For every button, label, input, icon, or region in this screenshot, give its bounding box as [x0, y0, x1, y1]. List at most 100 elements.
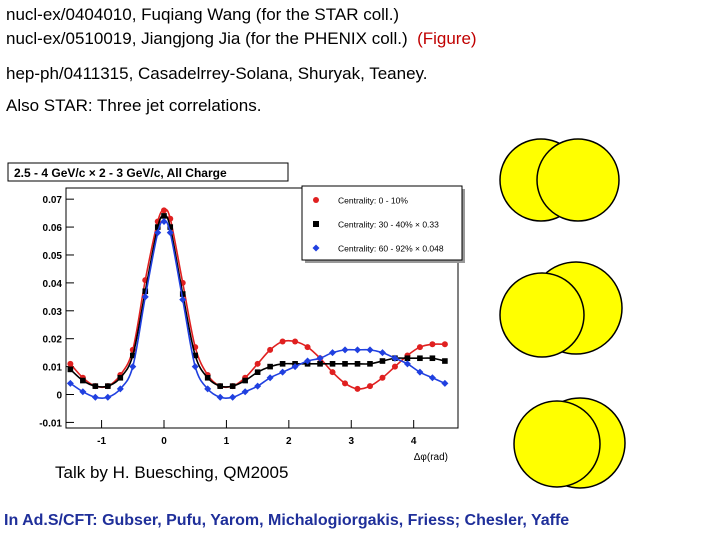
legend-label: Centrality: 30 - 40% × 0.33	[338, 220, 439, 230]
overlap-circle-central-right	[536, 138, 620, 222]
data-point	[204, 385, 212, 393]
data-point	[279, 338, 286, 345]
data-point	[116, 385, 124, 393]
data-point	[391, 354, 399, 362]
x-tick-label: 0	[161, 436, 167, 447]
figure-link[interactable]: (Figure)	[417, 29, 477, 48]
data-point	[428, 374, 436, 382]
data-point	[216, 393, 224, 401]
data-point	[167, 224, 174, 230]
data-point	[342, 361, 348, 367]
y-tick-label: 0.03	[43, 307, 63, 318]
data-point	[129, 363, 137, 371]
data-point	[417, 355, 423, 362]
legend-marker	[313, 197, 319, 203]
data-point	[241, 388, 249, 396]
footer-references: In Ad.S/CFT: Gubser, Pufu, Yarom, Michal…	[4, 512, 570, 529]
legend-box	[301, 185, 463, 261]
x-tick-label: 3	[348, 436, 354, 447]
data-point	[416, 344, 423, 351]
data-point	[254, 360, 261, 367]
reference-line-1: nucl-ex/0404010, Fuqiang Wang (for the S…	[6, 5, 400, 24]
data-point	[329, 369, 336, 376]
reference-line-2-text: nucl-ex/0510019, Jiangjong Jia (for the …	[6, 29, 408, 48]
data-point	[104, 393, 112, 401]
data-point	[442, 358, 448, 364]
data-point	[267, 363, 273, 370]
data-point	[191, 363, 199, 371]
data-point	[229, 383, 236, 389]
data-point	[154, 229, 162, 237]
chart-svg: 2.5 - 4 GeV/c × 2 - 3 GeV/c, All Charge -…	[7, 162, 465, 463]
data-point	[192, 352, 199, 359]
y-tick-label: -0.01	[39, 418, 62, 429]
data-point	[378, 349, 386, 357]
data-point	[129, 352, 136, 359]
y-tick-label: 0.06	[43, 223, 63, 234]
data-point	[341, 346, 349, 354]
chart-title: 2.5 - 4 GeV/c × 2 - 3 GeV/c, All Charge	[14, 166, 227, 180]
data-point	[391, 363, 398, 370]
data-point	[316, 354, 324, 362]
y-tick-label: 0.02	[43, 335, 63, 346]
data-point	[441, 341, 448, 348]
data-point	[366, 383, 373, 390]
data-point	[67, 366, 74, 373]
x-tick-label: 2	[286, 436, 292, 447]
data-point	[267, 346, 274, 353]
data-point	[254, 382, 262, 390]
correlation-plot: 2.5 - 4 GeV/c × 2 - 3 GeV/c, All Charge -…	[6, 160, 466, 465]
data-point	[67, 360, 74, 367]
data-point	[91, 393, 99, 401]
overlap-diagrams	[499, 138, 626, 489]
data-point	[366, 346, 374, 354]
legend-label: Centrality: 0 - 10%	[338, 196, 408, 206]
data-point	[416, 368, 424, 376]
data-point	[304, 357, 312, 365]
data-point	[66, 379, 74, 387]
reference-line-4: Also STAR: Three jet correlations.	[6, 96, 262, 115]
legend-marker	[313, 221, 319, 227]
data-point	[304, 344, 311, 351]
y-tick-label: 0	[56, 391, 62, 402]
chart-title-box	[7, 162, 289, 182]
y-tick-label: 0.01	[43, 363, 63, 374]
data-point	[179, 296, 187, 304]
data-point	[279, 368, 287, 376]
data-point	[229, 393, 237, 401]
data-point	[379, 374, 386, 381]
data-point	[166, 229, 174, 237]
x-tick-label: 1	[224, 436, 230, 447]
data-point	[80, 377, 86, 384]
data-point	[160, 217, 168, 225]
x-axis-label: Δφ(rad)	[414, 452, 448, 463]
data-point	[354, 385, 361, 392]
data-point	[142, 288, 149, 295]
data-point	[204, 374, 211, 381]
data-point	[141, 293, 149, 301]
overlap-circle-midcentral-front	[499, 272, 585, 358]
reference-line-2: nucl-ex/0510019, Jiangjong Jia (for the …	[6, 29, 477, 49]
x-tick-label: -1	[97, 436, 106, 447]
data-point	[292, 338, 299, 345]
data-point	[429, 355, 436, 362]
data-point	[354, 361, 361, 367]
data-point	[266, 374, 274, 382]
legend-label: Centrality: 60 - 92% × 0.048	[338, 244, 444, 254]
reference-line-3: hep-ph/0411315, Casadelrrey-Solana, Shur…	[6, 64, 428, 83]
legend-marker	[312, 244, 320, 252]
data-point	[403, 360, 411, 368]
data-point	[217, 383, 223, 389]
data-point	[179, 291, 186, 297]
data-point	[379, 358, 386, 364]
y-tick-label: 0.05	[43, 251, 63, 262]
data-point	[367, 361, 373, 367]
data-point	[404, 355, 411, 362]
data-point	[279, 361, 286, 367]
overlap-circle-peripheral-front	[513, 400, 601, 488]
data-point	[291, 363, 299, 371]
data-point	[317, 361, 323, 367]
data-point	[161, 213, 167, 219]
data-point	[329, 349, 337, 357]
data-point	[441, 379, 449, 387]
